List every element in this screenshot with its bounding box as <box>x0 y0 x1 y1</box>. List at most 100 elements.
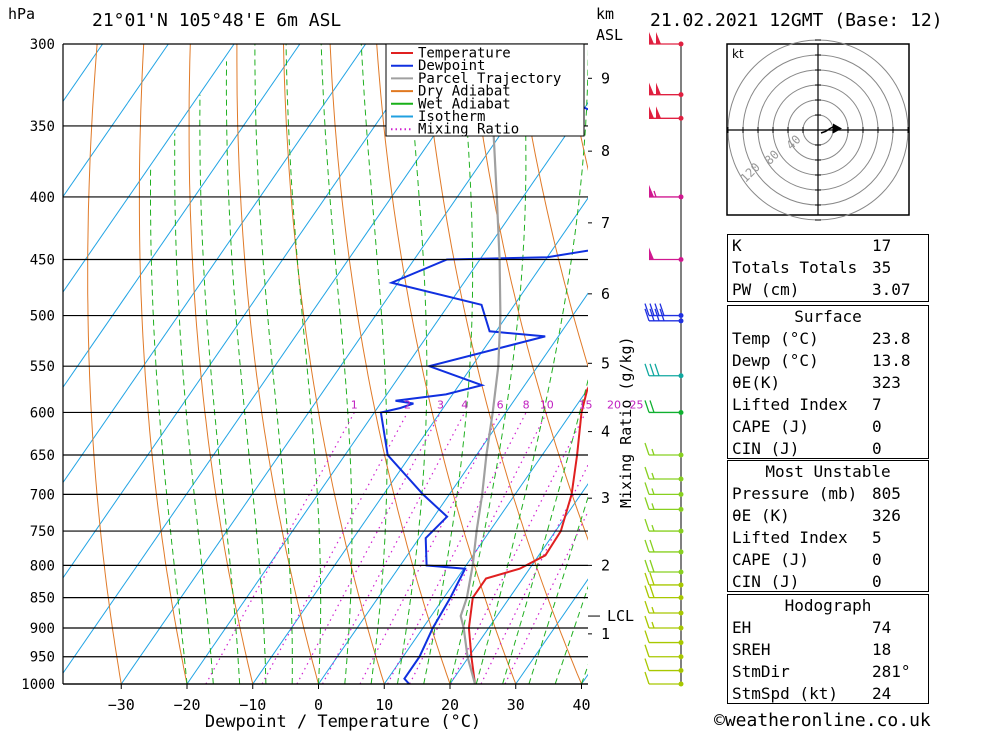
barb-half-feather <box>651 448 655 456</box>
pressure-tick-label: 800 <box>30 558 55 574</box>
pressure-tick-label: 650 <box>30 448 55 464</box>
dry-adiabat <box>929 26 1000 684</box>
barb-pennant <box>649 106 654 119</box>
barb-half-feather <box>651 488 655 495</box>
most-unstable-label: Pressure (mb) <box>732 484 858 503</box>
index-label: Totals Totals <box>732 258 858 277</box>
hodograph-stat-value: 24 <box>872 684 892 703</box>
pressure-tick-label: 900 <box>30 621 55 637</box>
most-unstable-value: 805 <box>872 484 901 503</box>
most-unstable-row: CIN (J) 0 <box>728 571 928 593</box>
mixing-ratio-labels: 1 2 3 4 6 8 10 15 20 25 <box>351 398 644 411</box>
x-tick-label: −20 <box>173 696 200 714</box>
surface-value: 13.8 <box>872 351 911 370</box>
barb-feather <box>649 539 655 553</box>
index-value: 17 <box>872 236 892 255</box>
barb-feather <box>649 303 655 316</box>
dry-adiabat <box>376 44 517 684</box>
legend-entry: Mixing Ratio <box>418 122 519 138</box>
barb-dot <box>678 257 684 263</box>
barb-dot <box>678 595 684 601</box>
isotherm <box>252 197 588 684</box>
copyright-link[interactable]: ©weatheronline.co.uk <box>714 710 931 731</box>
pressure-tick-label: 850 <box>30 591 55 607</box>
wind-barb <box>644 559 684 575</box>
barb-feather <box>644 303 650 316</box>
barb-feather <box>649 559 655 573</box>
barb-dot <box>678 318 684 324</box>
barb-feather <box>644 482 650 495</box>
mixing-ratio-label: 2 <box>404 398 411 411</box>
height-tick-label: 2 <box>601 556 610 574</box>
surface-label: Temp (°C) <box>732 329 819 348</box>
barb-dot <box>678 582 684 588</box>
indices-table: K 17 Totals Totals 35 PW (cm) 3.07 <box>727 234 929 302</box>
legend-box <box>385 43 585 137</box>
surface-label: CAPE (J) <box>732 417 810 436</box>
dry-adiabat <box>469 44 588 541</box>
wind-barb <box>644 518 684 534</box>
wind-barb <box>644 308 684 324</box>
pressure-tick-label: 550 <box>30 359 55 375</box>
barb-pennant <box>649 184 654 197</box>
temperature-line <box>467 386 588 684</box>
most-unstable-title: Most Unstable <box>765 462 891 481</box>
legend-entry: Isotherm <box>418 109 485 125</box>
barb-dot <box>678 549 684 555</box>
pressure-tick-label: 1000 <box>21 677 55 693</box>
dry-adiabat <box>975 26 1000 684</box>
surface-value: 0 <box>872 417 882 436</box>
most-unstable-table: Most Unstable Pressure (mb) 805 θE (K) 326 L… <box>727 460 929 592</box>
hodograph-unit-label: kt <box>732 47 744 61</box>
km-label: km <box>596 5 615 23</box>
most-unstable-row: CAPE (J) 0 <box>728 549 928 571</box>
barb-feather <box>644 615 650 629</box>
barb-dot <box>678 313 684 319</box>
wet-adiabat <box>285 44 322 684</box>
barb-feather <box>644 363 650 376</box>
dry-adiabat <box>515 44 588 368</box>
hodograph-stat-row: StmDir 281° <box>728 661 928 683</box>
surface-row: CIN (J) 0 <box>728 438 928 460</box>
index-row: PW (cm) 3.07 <box>728 279 928 301</box>
pressure-tick-label: 450 <box>30 253 55 269</box>
dry-adiabat <box>87 44 122 684</box>
dry-adiabat <box>282 44 385 684</box>
surface-label: Lifted Index <box>732 395 848 414</box>
wind-barbs <box>644 32 684 687</box>
surface-row: Lifted Index 7 <box>728 394 928 416</box>
mixing-ratio-line <box>296 412 442 684</box>
hodograph-stat-value: 281° <box>872 662 911 681</box>
most-unstable-label: θE (K) <box>732 506 790 525</box>
x-tick-label: 0 <box>314 696 323 714</box>
barb-half-feather <box>651 524 655 532</box>
barb-half-feather <box>651 606 655 614</box>
hodograph-stat-label: StmDir <box>732 662 790 681</box>
barb-dot <box>678 654 684 660</box>
hodograph-stat-row: SREH 18 <box>728 639 928 661</box>
mixing-ratio-label: 15 <box>579 398 593 411</box>
pressure-tick-label: 700 <box>30 487 55 503</box>
wind-barb <box>644 539 684 555</box>
height-tick-label: 3 <box>601 489 610 507</box>
wind-barb <box>644 585 684 601</box>
barb-dot <box>678 194 684 200</box>
barb-pennant <box>649 247 654 260</box>
barb-dot <box>678 528 684 534</box>
dry-adiabat <box>236 44 319 684</box>
barb-feather <box>644 539 650 553</box>
barb-feather <box>644 572 650 586</box>
x-tick-label: −10 <box>239 696 266 714</box>
isotherm <box>318 292 588 684</box>
height-tick-label: 5 <box>601 354 610 372</box>
most-unstable-value: 326 <box>872 506 901 525</box>
parcel-trajectory-line <box>459 44 502 684</box>
barb-feather <box>644 658 650 671</box>
barb-feather <box>644 442 650 456</box>
x-tick-label: 10 <box>375 696 393 714</box>
barb-pennant <box>649 32 654 44</box>
x-axis-label: Dewpoint / Temperature (°C) <box>205 712 481 732</box>
wind-barb <box>644 671 684 687</box>
mixing-ratio-label: 6 <box>497 398 504 411</box>
wet-adiabat <box>174 133 214 684</box>
